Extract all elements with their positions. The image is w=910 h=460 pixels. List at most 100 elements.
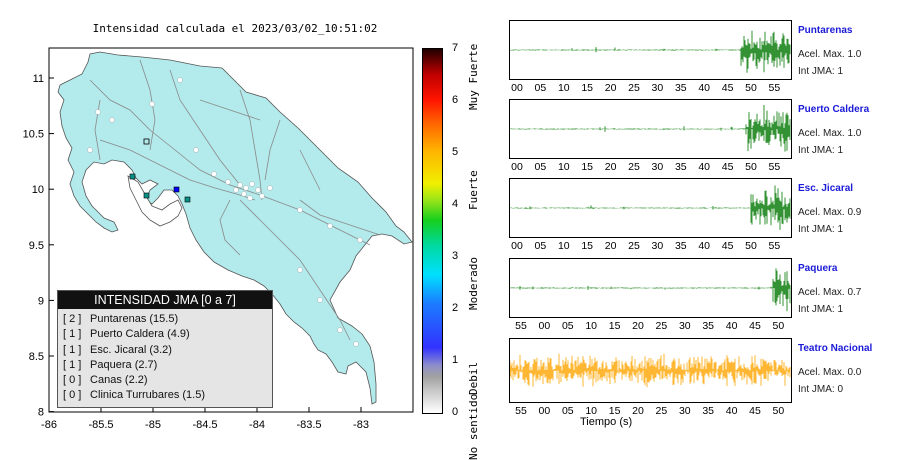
time-tick-label: 15 — [608, 320, 621, 332]
time-tick-label: 55 — [768, 82, 781, 94]
time-tick-label: 50 — [772, 320, 785, 332]
time-tick-label: 30 — [678, 320, 691, 332]
time-tick-label: 00 — [511, 240, 523, 252]
time-tick-label: 25 — [628, 161, 640, 173]
waveform-trace — [510, 30, 791, 73]
time-tick-label: 40 — [698, 240, 711, 252]
colorbar-category-label: Fuerte — [467, 170, 480, 210]
time-axis-label: Tiempo (s) — [580, 416, 633, 428]
map-x-tick-label: -85.5 — [88, 419, 113, 431]
colorbar-tick-label: 4 — [452, 198, 459, 210]
time-tick-label: 45 — [721, 240, 734, 252]
waveform-panel[interactable] — [509, 178, 792, 238]
colorbar-category-label: Muy Fuerte — [467, 43, 480, 110]
legend-item-intensity: [ 1 ] — [63, 328, 82, 341]
station-name[interactable]: Paquera — [798, 263, 838, 274]
intensity-colorbar — [422, 48, 443, 414]
colorbar-tick-label: 2 — [452, 302, 459, 314]
time-tick-label: 35 — [702, 320, 715, 332]
waveform — [510, 268, 791, 312]
time-tick-label: 15 — [581, 240, 594, 252]
legend-item: [ 1 ] Paquera (2.7) — [58, 358, 272, 373]
legend-item-intensity: [ 2 ] — [63, 313, 82, 325]
legend-item: [ 0 ] Canas (2.2) — [58, 373, 272, 388]
time-tick-label: 05 — [561, 405, 574, 417]
map-y-tick-label: 9 — [38, 295, 44, 307]
map-y-tick-label: 11 — [33, 73, 44, 85]
station-jma-intensity: Int JMA: 1 — [798, 66, 844, 77]
time-tick-label: 45 — [749, 320, 761, 332]
time-axis-ticks: 00 05 10 15 20 25 30 35 40 45 50 55 — [509, 240, 790, 252]
waveform-panel[interactable] — [509, 258, 792, 318]
legend-item-intensity: [ 0 ] — [63, 389, 82, 402]
station-name[interactable]: Puntarenas — [798, 25, 853, 36]
marker-puntarenas — [173, 186, 180, 193]
time-tick-label: 10 — [557, 240, 570, 252]
time-tick-label: 25 — [628, 82, 640, 94]
time-tick-label: 55 — [515, 405, 527, 417]
time-tick-label: 10 — [585, 405, 598, 417]
legend-item: [ 1 ] Puerto Caldera (4.9) — [58, 327, 272, 342]
legend-item-label: Esc. Jicaral (3.2) — [87, 343, 172, 356]
legend-item: [ 1 ] Esc. Jicaral (3.2) — [58, 343, 272, 358]
marker-jicaral — [143, 192, 150, 199]
time-tick-label: 25 — [655, 320, 668, 332]
time-tick-label: 55 — [768, 240, 781, 252]
time-tick-label: 35 — [674, 161, 687, 173]
time-tick-label: 25 — [628, 240, 640, 252]
map-y-tick-label: 10.5 — [23, 129, 44, 141]
legend-item: [ 2 ] Puntarenas (15.5) — [58, 312, 272, 327]
time-tick-label: 15 — [581, 161, 594, 173]
station-max-accel: Acel. Max. 0.0 — [798, 367, 862, 378]
legend-item-label: Paquera (2.7) — [87, 358, 158, 371]
time-tick-label: 15 — [608, 405, 621, 417]
legend-item-intensity: [ 1 ] — [63, 358, 82, 371]
waveform-panel[interactable] — [509, 20, 792, 80]
time-tick-label: 55 — [515, 320, 527, 332]
map-title: Intensidad calculada el 2023/03/02_10:51… — [92, 22, 378, 35]
colorbar-tick-label: 5 — [452, 146, 459, 158]
time-tick-label: 00 — [511, 82, 523, 94]
colorbar-tick-label: 7 — [452, 42, 459, 54]
time-tick-label: 05 — [561, 320, 574, 332]
time-tick-label: 30 — [678, 405, 691, 417]
time-tick-label: 35 — [674, 240, 687, 252]
station-name[interactable]: Puerto Caldera — [798, 104, 870, 115]
time-tick-label: 20 — [604, 161, 617, 173]
marker-canas — [143, 138, 150, 145]
marker-caldera — [129, 173, 136, 180]
colorbar-tick-label: 1 — [452, 354, 459, 366]
waveform — [510, 185, 791, 230]
station-max-accel: Acel. Max. 1.0 — [798, 49, 862, 60]
time-tick-label: 20 — [604, 240, 617, 252]
waveform-panel[interactable] — [509, 338, 792, 403]
time-tick-label: 00 — [538, 320, 551, 332]
station-name[interactable]: Teatro Nacional — [798, 343, 873, 354]
map-x-tick-label: -83 — [353, 419, 369, 431]
time-tick-label: 00 — [538, 405, 551, 417]
map-x-tick-label: -86 — [41, 419, 57, 431]
time-tick-label: 30 — [651, 161, 664, 173]
time-tick-label: 35 — [702, 405, 715, 417]
time-tick-label: 35 — [674, 82, 687, 94]
road-network — [89, 59, 381, 341]
time-tick-label: 30 — [651, 240, 664, 252]
time-tick-label: 45 — [721, 82, 734, 94]
time-tick-label: 45 — [721, 161, 734, 173]
map-y-tick-label: 8.5 — [29, 351, 44, 363]
waveform-panel[interactable] — [509, 99, 792, 159]
time-tick-label: 50 — [745, 240, 757, 252]
time-tick-label: 20 — [604, 82, 617, 94]
station-jma-intensity: Int JMA: 1 — [798, 145, 844, 156]
time-axis-ticks: 55 00 05 10 15 20 25 30 35 40 45 50 — [509, 320, 790, 332]
legend-item: [ 0 ] Clinica Turrubares (1.5) — [58, 388, 272, 403]
waveform-trace — [510, 105, 791, 152]
station-name[interactable]: Esc. Jicaral — [798, 183, 854, 194]
legend-item-intensity: [ 0 ] — [63, 374, 82, 387]
map-x-tick-label: -84 — [249, 419, 265, 431]
time-tick-label: 10 — [557, 82, 570, 94]
time-tick-label: 40 — [725, 405, 738, 417]
legend-title: INTENSIDAD JMA [0 a 7] — [58, 291, 272, 309]
legend-item-label: Puerto Caldera (4.9) — [87, 328, 190, 341]
map-y-tick-label: 10 — [32, 184, 44, 196]
